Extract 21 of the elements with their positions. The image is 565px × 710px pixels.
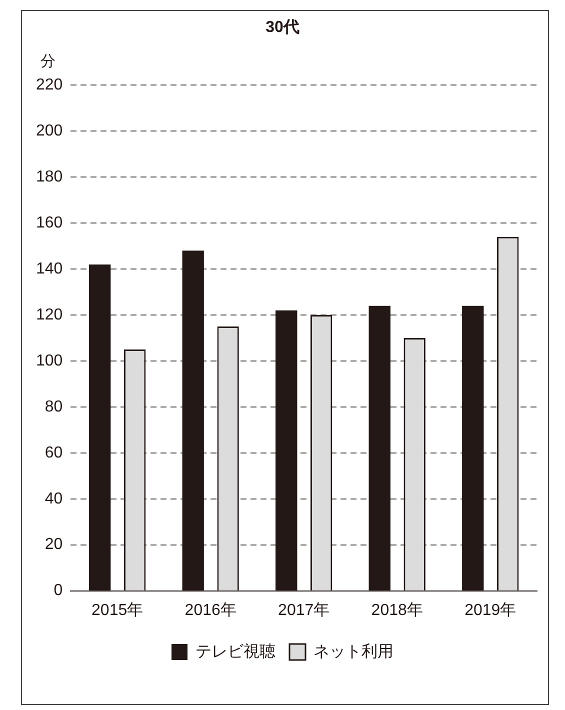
x-tick-label: 2016年 — [184, 602, 236, 619]
y-tick-label: 120 — [36, 306, 63, 324]
y-tick-label: 0 — [54, 582, 63, 600]
y-tick-label: 60 — [44, 444, 63, 462]
y-tick-label: 140 — [36, 260, 63, 278]
y-tick-label: 220 — [36, 76, 63, 94]
y-tick-label: 200 — [36, 122, 63, 140]
x-tick-label: 2017年 — [278, 602, 330, 619]
x-tick-label: 2018年 — [371, 602, 423, 619]
y-tick-label: 160 — [36, 214, 63, 232]
x-tick-label: 2015年 — [92, 602, 144, 619]
y-tick-label: 20 — [44, 536, 63, 554]
legend-label: ネット利用 — [314, 642, 394, 660]
chart-title: 30代 — [266, 18, 300, 36]
y-tick-label: 100 — [36, 352, 63, 370]
y-tick-label: 180 — [36, 168, 63, 186]
y-tick-label: 40 — [44, 490, 63, 508]
legend-label: テレビ視聴 — [196, 642, 276, 660]
y-tick-label: 80 — [44, 398, 63, 416]
y-axis-title: 分 — [40, 52, 56, 70]
x-tick-label: 2019年 — [464, 602, 516, 619]
